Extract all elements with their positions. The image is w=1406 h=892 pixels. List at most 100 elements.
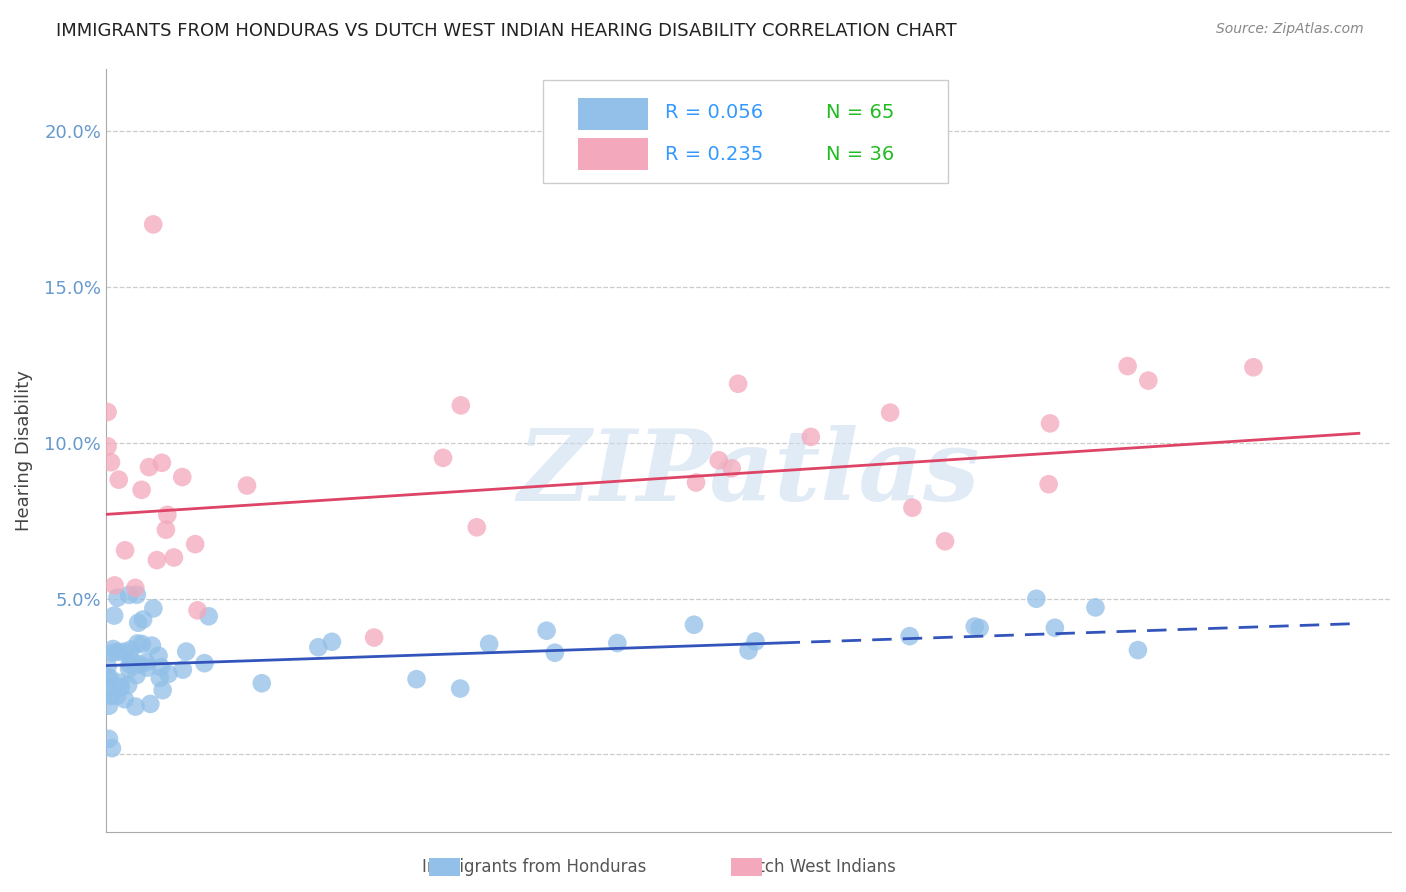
Point [879,406,901,420]
Text: R = 0.235: R = 0.235 [665,145,763,163]
Point [744,634,766,648]
Text: Source: ZipAtlas.com: Source: ZipAtlas.com [1216,22,1364,37]
Point [120,642,142,657]
Point [898,629,921,643]
Point [132,612,155,626]
Point [142,601,165,615]
FancyBboxPatch shape [578,97,648,129]
Point [150,456,173,470]
Point [197,609,219,624]
Point [139,697,162,711]
Point [405,672,427,686]
Point [1038,477,1060,491]
Point [136,660,159,674]
Point [125,588,148,602]
Point [131,637,153,651]
Point [1241,360,1264,375]
Point [131,483,153,497]
Point [141,639,163,653]
Text: N = 36: N = 36 [825,145,894,163]
Point [163,550,186,565]
Point [1137,374,1160,388]
Point [449,681,471,696]
Point [707,453,730,467]
Point [193,656,215,670]
Point [104,578,127,592]
Point [127,615,149,630]
Point [101,646,124,660]
Point [124,699,146,714]
Point [97,659,120,673]
Point [114,692,136,706]
Point [110,680,132,694]
Point [97,439,120,453]
Point [108,675,131,690]
Point [97,731,120,746]
Point [142,218,165,232]
Point [155,523,177,537]
Point [963,619,986,633]
Point [432,450,454,465]
Point [100,455,122,469]
Point [97,405,120,419]
Point [683,617,706,632]
Point [107,645,129,659]
Point [172,470,194,484]
Point [124,581,146,595]
Point [450,398,472,412]
Point [125,668,148,682]
Point [478,637,501,651]
Point [157,666,180,681]
Point [186,603,208,617]
Point [118,657,141,672]
Point [114,543,136,558]
Point [800,430,823,444]
Point [148,648,170,663]
Point [969,621,991,635]
Point [146,553,169,567]
Point [112,645,135,659]
Point [128,657,150,672]
Text: N = 65: N = 65 [825,103,894,122]
Point [174,644,197,658]
Text: R = 0.056: R = 0.056 [665,103,763,122]
Point [149,671,172,685]
Point [107,591,129,605]
Point [97,670,120,684]
Point [1025,591,1047,606]
Point [138,460,160,475]
Point [97,681,120,695]
FancyBboxPatch shape [543,80,948,183]
Point [606,636,628,650]
Text: Dutch West Indians: Dutch West Indians [735,858,896,876]
Point [737,643,759,657]
Point [118,662,141,676]
Point [685,475,707,490]
Y-axis label: Hearing Disability: Hearing Disability [15,370,32,531]
Point [1116,359,1139,373]
Point [107,473,129,487]
Point [101,642,124,657]
Point [544,646,567,660]
Point [1084,600,1107,615]
Point [307,640,329,655]
Point [934,534,956,549]
Point [103,608,125,623]
Point [363,631,385,645]
Point [156,508,179,522]
Point [149,660,172,674]
Text: ZIPatlas: ZIPatlas [517,425,980,522]
Point [127,636,149,650]
Text: Immigrants from Honduras: Immigrants from Honduras [422,858,647,876]
Point [98,698,121,713]
Point [117,678,139,692]
Point [236,478,259,492]
Point [135,655,157,669]
FancyBboxPatch shape [578,138,648,170]
Point [1126,643,1149,657]
Point [172,663,194,677]
Point [101,741,124,756]
Point [727,376,749,391]
Text: IMMIGRANTS FROM HONDURAS VS DUTCH WEST INDIAN HEARING DISABILITY CORRELATION CHA: IMMIGRANTS FROM HONDURAS VS DUTCH WEST I… [56,22,957,40]
Point [100,689,122,703]
